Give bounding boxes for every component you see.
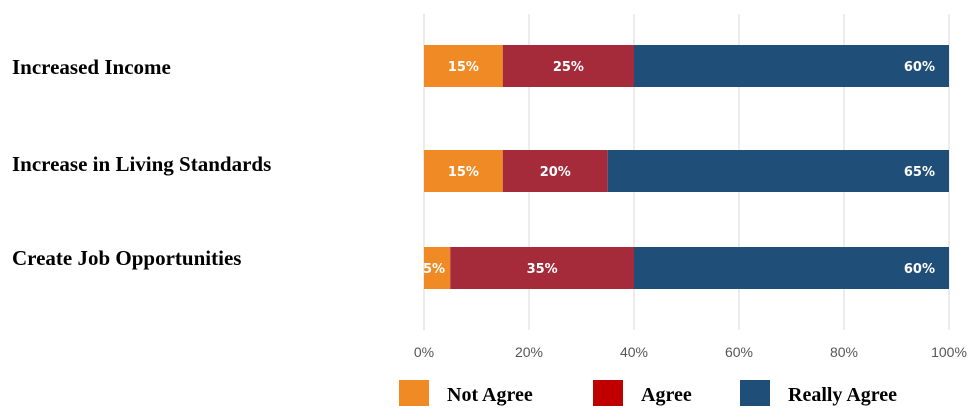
bar-segment (607, 150, 949, 192)
x-tick-label: 60% (725, 344, 753, 360)
legend-swatch (399, 380, 429, 406)
legend-label: Really Agree (788, 384, 897, 406)
bar-value-label: 65% (904, 165, 935, 180)
legend-swatch (740, 380, 770, 406)
category-labels: Increased Income Increase in Living Stand… (12, 55, 271, 270)
category-label: Create Job Opportunities (12, 246, 241, 270)
bar-value-label: 35% (527, 262, 558, 277)
legend-label: Not Agree (447, 384, 533, 406)
bar-value-label: 60% (904, 60, 935, 75)
x-axis-ticks: 0% 20% 40% 60% 80% 100% (414, 344, 967, 360)
legend-swatch (593, 380, 623, 406)
x-tick-label: 40% (620, 344, 648, 360)
legend: Not Agree Agree Really Agree (399, 380, 897, 406)
x-tick-label: 80% (830, 344, 858, 360)
bar-segment (450, 247, 634, 289)
bar-segment (424, 247, 451, 289)
category-label: Increased Income (12, 55, 171, 79)
x-tick-label: 0% (414, 344, 434, 360)
x-tick-label: 20% (515, 344, 543, 360)
bars: 15% 25% 60% 15% 20% 65% 5% 35% 60% (423, 45, 949, 289)
bar-segment (502, 150, 608, 192)
legend-label: Agree (641, 384, 692, 406)
bar-segment (424, 45, 503, 87)
bar-segment (634, 247, 949, 289)
bar-value-label: 15% (448, 60, 479, 75)
bar-value-label: 15% (448, 165, 479, 180)
category-label: Increase in Living Standards (12, 152, 271, 176)
bar-segment (634, 45, 949, 87)
bar-segment (424, 150, 503, 192)
bar-value-label: 5% (423, 262, 445, 277)
bar-value-label: 20% (540, 165, 571, 180)
x-tick-label: 100% (931, 344, 967, 360)
bar-segment (502, 45, 634, 87)
bar-value-label: 60% (904, 262, 935, 277)
bar-value-label: 25% (553, 60, 584, 75)
